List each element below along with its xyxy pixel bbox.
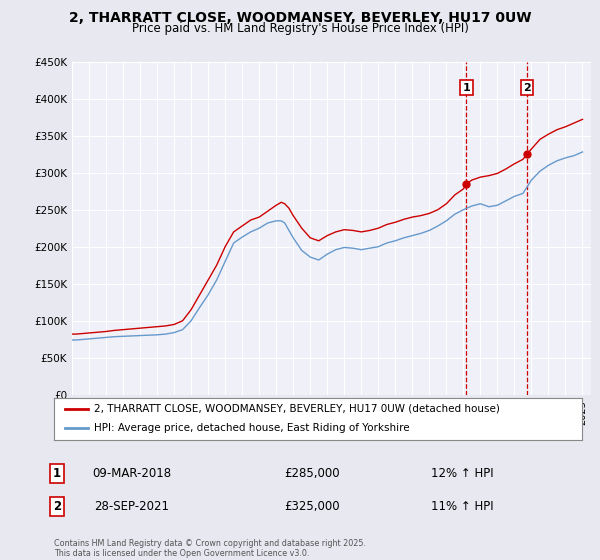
Text: 28-SEP-2021: 28-SEP-2021: [95, 500, 170, 514]
Text: 1: 1: [53, 466, 61, 480]
Text: 1: 1: [463, 82, 470, 92]
Text: 12% ↑ HPI: 12% ↑ HPI: [431, 466, 493, 480]
Text: £325,000: £325,000: [284, 500, 340, 514]
Text: 11% ↑ HPI: 11% ↑ HPI: [431, 500, 493, 514]
Text: Contains HM Land Registry data © Crown copyright and database right 2025.
This d: Contains HM Land Registry data © Crown c…: [54, 539, 366, 558]
Text: 2: 2: [523, 82, 531, 92]
Text: £285,000: £285,000: [284, 466, 340, 480]
Text: 09-MAR-2018: 09-MAR-2018: [92, 466, 172, 480]
Text: 2, THARRATT CLOSE, WOODMANSEY, BEVERLEY, HU17 0UW: 2, THARRATT CLOSE, WOODMANSEY, BEVERLEY,…: [69, 11, 531, 25]
Text: Price paid vs. HM Land Registry's House Price Index (HPI): Price paid vs. HM Land Registry's House …: [131, 22, 469, 35]
Text: 2, THARRATT CLOSE, WOODMANSEY, BEVERLEY, HU17 0UW (detached house): 2, THARRATT CLOSE, WOODMANSEY, BEVERLEY,…: [94, 404, 499, 414]
Text: 2: 2: [53, 500, 61, 514]
Text: HPI: Average price, detached house, East Riding of Yorkshire: HPI: Average price, detached house, East…: [94, 423, 409, 433]
